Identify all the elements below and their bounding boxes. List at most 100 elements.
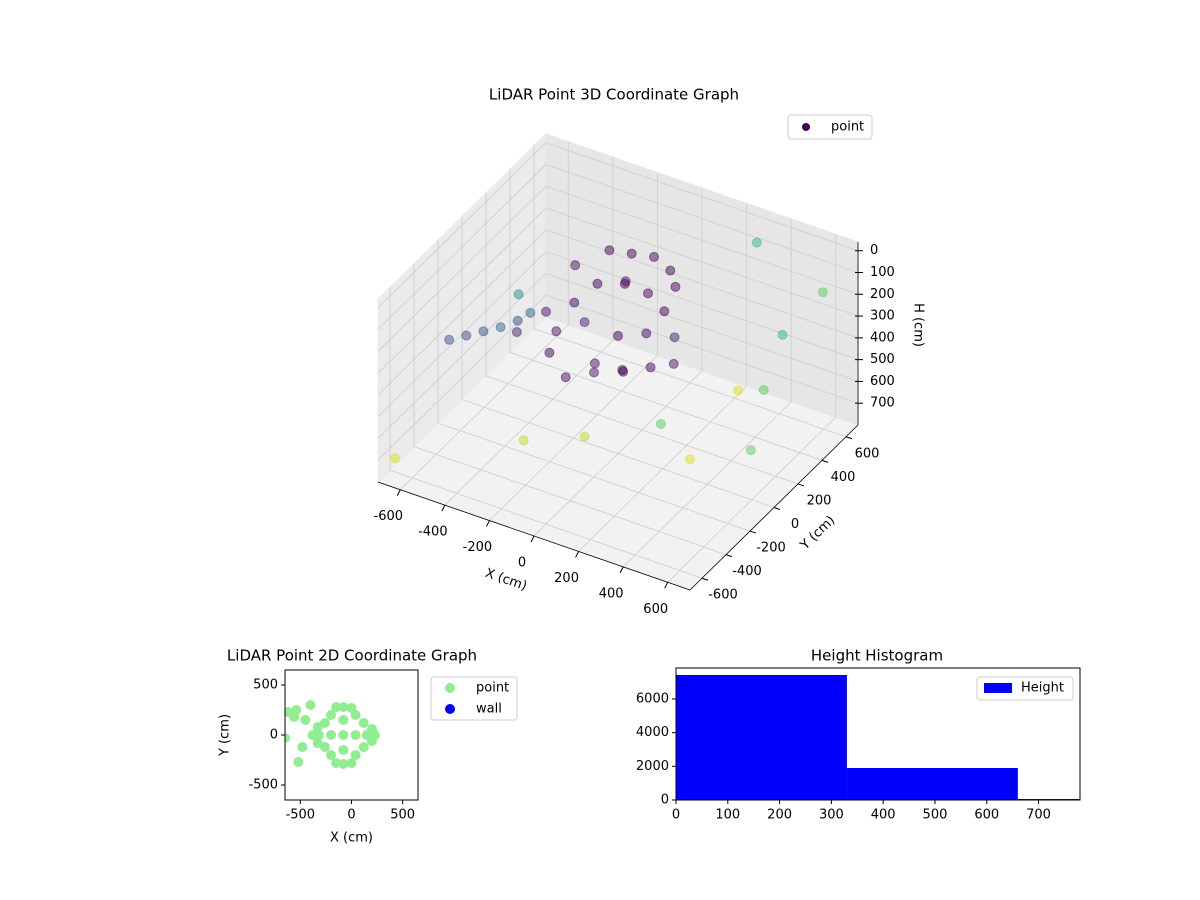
- tick-mark: [485, 520, 490, 527]
- grid-line: [437, 422, 751, 532]
- legend-box: [787, 114, 873, 140]
- tick-mark: [619, 566, 624, 574]
- grid-line: [377, 164, 547, 330]
- point: [338, 702, 349, 712]
- grid-line: [545, 164, 859, 273]
- point: [670, 281, 681, 292]
- point: [589, 358, 600, 369]
- x-tick-label: 0: [672, 808, 680, 823]
- point: [338, 730, 349, 740]
- point: [305, 700, 316, 710]
- grid-line: [545, 251, 859, 361]
- tick-mark: [441, 504, 446, 512]
- legend-label: point: [831, 120, 864, 135]
- point: [643, 288, 653, 299]
- point: [346, 758, 357, 768]
- x-tick-label: 0: [347, 808, 355, 823]
- point: [350, 750, 361, 760]
- point: [544, 347, 555, 358]
- point: [495, 322, 506, 333]
- grid-line: [545, 142, 859, 252]
- point: [817, 287, 828, 298]
- tick-mark: [701, 577, 709, 581]
- grid-line: [377, 229, 547, 396]
- point: [569, 297, 580, 308]
- x-tick-label: 600: [974, 808, 999, 823]
- legend-box: [430, 676, 518, 721]
- legend-marker: [802, 123, 810, 131]
- x-tick-label: 400: [871, 808, 896, 823]
- grid-line: [545, 185, 859, 295]
- chart-title: LiDAR Point 2D Coordinate Graph: [227, 647, 477, 665]
- tick-mark: [725, 554, 733, 558]
- point: [338, 745, 349, 755]
- point: [613, 330, 623, 341]
- chart-title: LiDAR Point 3D Coordinate Graph: [489, 86, 739, 104]
- point: [312, 722, 323, 732]
- y-axis-label: Y (cm): [218, 714, 233, 757]
- legend-label: point: [476, 681, 509, 696]
- point: [370, 730, 381, 740]
- y-tick-label: 0: [661, 793, 669, 808]
- point: [346, 703, 357, 713]
- grid-line: [485, 375, 799, 485]
- z-tick-label: 200: [870, 287, 895, 302]
- point: [390, 453, 401, 464]
- point: [478, 326, 489, 337]
- y-tick-label: -500: [248, 778, 278, 793]
- grid-line: [377, 273, 547, 439]
- point: [669, 332, 680, 343]
- point: [745, 445, 756, 456]
- grid-line: [545, 294, 859, 404]
- point: [668, 358, 679, 369]
- x-tick-label: 200: [767, 808, 792, 823]
- point: [326, 750, 337, 760]
- x-tick-label: -600: [374, 509, 404, 524]
- point: [589, 367, 599, 378]
- tick-mark: [575, 551, 580, 558]
- x-tick-label: -500: [286, 808, 316, 823]
- x-tick-label: 0: [518, 556, 526, 571]
- point: [777, 329, 788, 340]
- bar: [676, 674, 847, 800]
- x-tick-label: 600: [643, 602, 668, 617]
- point: [626, 248, 637, 259]
- point: [579, 431, 590, 442]
- chart-title: Height Histogram: [811, 647, 943, 665]
- z-tick-label: 0: [870, 243, 878, 258]
- point: [331, 758, 342, 768]
- point: [751, 237, 762, 248]
- point: [733, 385, 743, 396]
- z-tick-label: 600: [870, 374, 895, 389]
- point: [511, 327, 522, 338]
- point: [291, 705, 302, 715]
- point: [338, 715, 349, 725]
- legend-label: wall: [476, 702, 502, 717]
- tick-mark: [821, 459, 829, 463]
- tick-mark: [530, 535, 535, 543]
- point: [312, 738, 323, 748]
- y-axis-label: Y (cm): [797, 513, 838, 554]
- point: [444, 334, 455, 345]
- x-tick-label: -200: [463, 540, 493, 555]
- legend-marker: [445, 704, 455, 714]
- point: [307, 730, 318, 740]
- point: [350, 730, 361, 740]
- tick-mark: [773, 507, 781, 510]
- x-tick-label: 100: [715, 808, 740, 823]
- point: [358, 742, 369, 752]
- grid-line: [413, 446, 727, 556]
- point: [293, 757, 304, 767]
- grid-line: [545, 229, 859, 339]
- z-tick-label: 700: [870, 396, 895, 411]
- y-tick-label: 500: [253, 678, 278, 693]
- point: [512, 315, 523, 326]
- grid-line: [545, 207, 859, 317]
- y-tick-label: 400: [831, 470, 856, 485]
- tick-mark: [749, 530, 757, 534]
- point: [518, 435, 529, 446]
- grid-line: [377, 142, 547, 309]
- point: [358, 718, 369, 728]
- grid-line: [509, 351, 823, 461]
- tick-mark: [845, 436, 853, 440]
